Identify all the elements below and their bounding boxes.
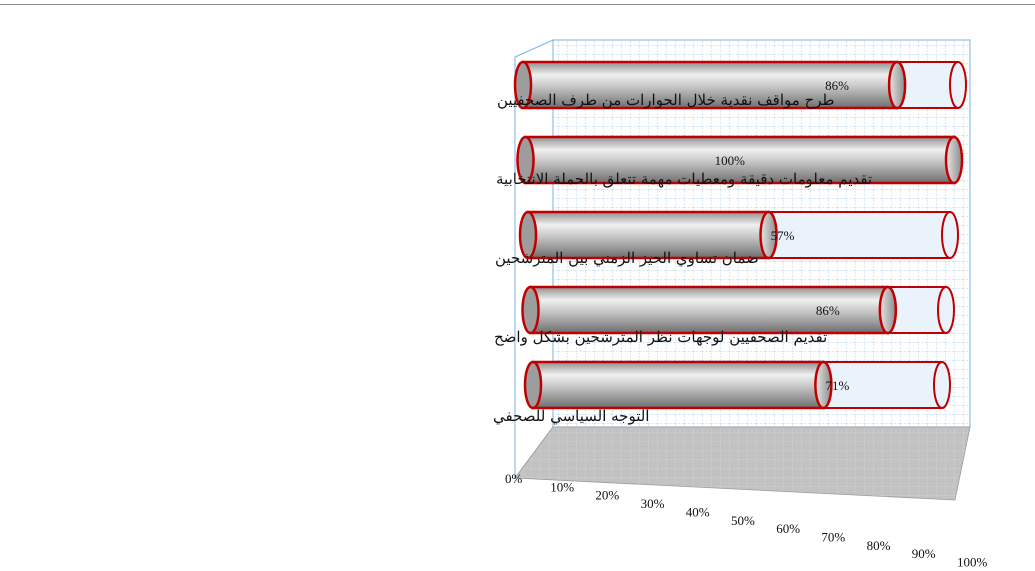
bar-1: 86% bbox=[513, 60, 967, 110]
category-label: التوجه السياسي للصحفي bbox=[493, 407, 649, 425]
bar-body bbox=[531, 360, 825, 410]
x-tick-label: 40% bbox=[686, 504, 710, 519]
category-label: ضمان تساوي الحيز الزمني بين المترشحين bbox=[495, 249, 759, 267]
top-divider bbox=[0, 4, 1035, 5]
bar-value-cap bbox=[814, 360, 833, 410]
bar-4: 86% bbox=[521, 285, 955, 335]
x-tick-label: 30% bbox=[641, 496, 665, 511]
bar-body bbox=[521, 60, 899, 110]
x-tick-label: 0% bbox=[505, 471, 523, 486]
bar-start-cap bbox=[513, 60, 533, 110]
category-label: تقديم معلومات دقيقة ومعطيات مهمة تتعلق ب… bbox=[496, 170, 872, 188]
bar-end-cap bbox=[933, 361, 951, 409]
x-tick-label: 60% bbox=[776, 521, 800, 536]
category-label: طرح مواقف نقدية خلال الحوارات من طرف الص… bbox=[497, 91, 834, 109]
x-tick-label: 50% bbox=[731, 513, 755, 528]
bar-value-cap bbox=[887, 60, 907, 110]
value-label: 100% bbox=[715, 153, 746, 168]
value-label: 86% bbox=[816, 303, 840, 318]
bar-3: 57% bbox=[518, 210, 959, 260]
bar-start-cap bbox=[521, 285, 540, 335]
x-tick-label: 20% bbox=[595, 488, 619, 503]
bar-remainder bbox=[767, 211, 951, 259]
bar-value-cap bbox=[944, 135, 964, 185]
bar-start-cap bbox=[518, 210, 538, 260]
bar-value-cap bbox=[759, 210, 778, 260]
x-tick-label: 80% bbox=[867, 538, 891, 553]
x-tick-label: 100% bbox=[957, 555, 988, 570]
value-label: 57% bbox=[771, 228, 795, 243]
bar-start-cap bbox=[516, 135, 535, 185]
bar-end-cap bbox=[949, 61, 967, 109]
bar-end-cap bbox=[937, 286, 955, 334]
bars: 86% 100% 57% 86% 71% bbox=[513, 60, 967, 410]
floor bbox=[514, 426, 971, 501]
bar-2: 100% bbox=[516, 135, 964, 185]
bar-end-cap bbox=[941, 211, 959, 259]
bar-body bbox=[524, 135, 956, 185]
x-tick-label: 70% bbox=[821, 530, 845, 545]
bar-start-cap bbox=[523, 360, 543, 410]
category-label: تقديم الصحفيين لوجهات نظر المترشحين بشكل… bbox=[494, 328, 827, 346]
bar-value-cap bbox=[878, 285, 898, 335]
x-axis-ticks: 0% 10% 20% 30% 40% 50% 60% 70% 80% 90% 100% bbox=[505, 471, 988, 570]
category-labels: طرح مواقف نقدية خلال الحوارات من طرف الص… bbox=[493, 91, 872, 425]
bar-5: 71% bbox=[523, 360, 951, 410]
x-tick-label: 10% bbox=[550, 479, 574, 494]
value-label: 71% bbox=[825, 378, 849, 393]
value-label: 86% bbox=[825, 78, 849, 93]
x-tick-label: 90% bbox=[912, 546, 936, 561]
